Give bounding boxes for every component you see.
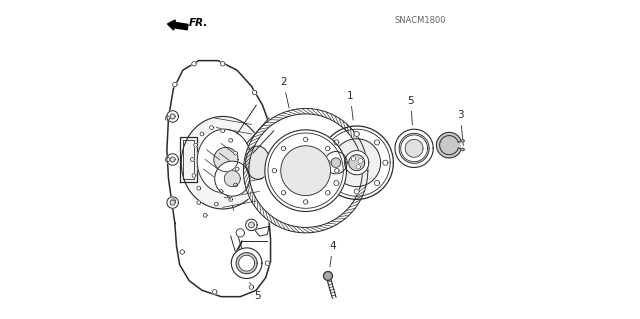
Polygon shape <box>224 171 240 187</box>
Polygon shape <box>197 186 201 190</box>
Polygon shape <box>320 126 394 199</box>
Polygon shape <box>236 229 244 237</box>
Polygon shape <box>221 129 225 133</box>
Polygon shape <box>171 199 175 203</box>
Polygon shape <box>194 143 198 147</box>
Polygon shape <box>356 165 360 169</box>
Polygon shape <box>303 137 308 142</box>
Polygon shape <box>334 140 339 145</box>
Polygon shape <box>351 157 356 161</box>
Polygon shape <box>235 167 239 171</box>
Polygon shape <box>181 116 264 209</box>
Polygon shape <box>215 161 250 196</box>
Polygon shape <box>239 255 255 271</box>
Polygon shape <box>180 250 184 254</box>
Polygon shape <box>170 200 175 205</box>
Polygon shape <box>265 261 269 265</box>
Polygon shape <box>165 116 170 120</box>
Text: FR.: FR. <box>189 18 209 28</box>
Polygon shape <box>219 189 223 193</box>
Polygon shape <box>246 219 257 231</box>
Polygon shape <box>246 146 270 179</box>
Polygon shape <box>401 135 428 162</box>
Polygon shape <box>325 273 331 278</box>
Text: 3: 3 <box>457 110 463 145</box>
Text: 5: 5 <box>408 96 414 125</box>
Text: 1: 1 <box>347 91 354 120</box>
Polygon shape <box>282 146 286 151</box>
Polygon shape <box>461 139 464 142</box>
Text: 5: 5 <box>250 282 261 301</box>
Polygon shape <box>167 154 179 165</box>
Polygon shape <box>214 147 238 172</box>
Polygon shape <box>252 90 257 95</box>
Text: 2: 2 <box>280 77 289 108</box>
Polygon shape <box>323 271 332 280</box>
Polygon shape <box>197 129 252 193</box>
Polygon shape <box>170 114 175 119</box>
Polygon shape <box>436 132 461 158</box>
Polygon shape <box>243 108 369 234</box>
Polygon shape <box>354 131 359 137</box>
Polygon shape <box>236 253 257 274</box>
Polygon shape <box>200 132 204 136</box>
Polygon shape <box>167 61 275 297</box>
Polygon shape <box>326 146 330 151</box>
Polygon shape <box>228 138 232 142</box>
Polygon shape <box>281 146 330 196</box>
Polygon shape <box>461 148 464 151</box>
Polygon shape <box>192 174 196 177</box>
FancyArrow shape <box>168 20 188 30</box>
Polygon shape <box>282 190 286 195</box>
Polygon shape <box>405 139 423 157</box>
Polygon shape <box>167 111 179 122</box>
Polygon shape <box>374 140 380 145</box>
Polygon shape <box>210 126 214 130</box>
Polygon shape <box>165 157 170 162</box>
Polygon shape <box>234 151 237 155</box>
Polygon shape <box>191 158 195 161</box>
Polygon shape <box>335 168 339 173</box>
Polygon shape <box>333 139 381 187</box>
Polygon shape <box>197 201 201 204</box>
Polygon shape <box>234 183 237 187</box>
Text: SNACM1800: SNACM1800 <box>395 16 447 25</box>
Polygon shape <box>383 160 388 165</box>
Polygon shape <box>265 130 346 211</box>
Polygon shape <box>248 222 254 228</box>
Polygon shape <box>212 290 217 294</box>
Polygon shape <box>324 152 347 174</box>
Polygon shape <box>214 202 218 206</box>
Polygon shape <box>267 119 271 123</box>
Polygon shape <box>374 181 380 186</box>
Polygon shape <box>325 160 330 165</box>
Polygon shape <box>167 197 179 208</box>
Polygon shape <box>354 189 359 194</box>
Polygon shape <box>399 133 429 163</box>
Polygon shape <box>331 158 340 167</box>
Text: 4: 4 <box>330 241 336 267</box>
Polygon shape <box>358 159 363 164</box>
Polygon shape <box>349 155 365 171</box>
Polygon shape <box>192 62 196 66</box>
Polygon shape <box>173 82 177 87</box>
Polygon shape <box>249 285 253 289</box>
Polygon shape <box>272 168 276 173</box>
Polygon shape <box>228 197 232 201</box>
Polygon shape <box>204 213 207 217</box>
Polygon shape <box>344 151 369 175</box>
Polygon shape <box>231 248 262 278</box>
Polygon shape <box>303 200 308 204</box>
Polygon shape <box>180 137 197 182</box>
Polygon shape <box>326 190 330 195</box>
Polygon shape <box>395 129 433 167</box>
Polygon shape <box>334 181 339 186</box>
Polygon shape <box>220 62 225 66</box>
Polygon shape <box>170 157 175 162</box>
